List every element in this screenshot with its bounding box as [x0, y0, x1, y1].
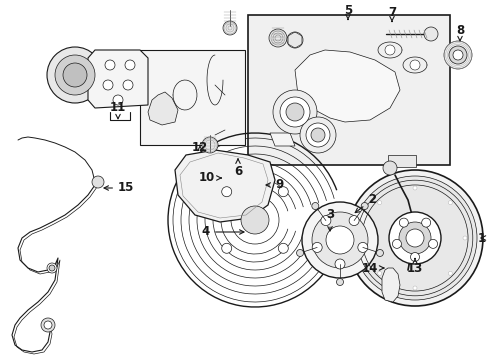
Text: 7: 7: [387, 5, 395, 21]
Circle shape: [202, 137, 218, 153]
Text: 15: 15: [104, 181, 134, 194]
Circle shape: [92, 176, 104, 188]
Circle shape: [320, 216, 330, 226]
Circle shape: [223, 21, 237, 35]
Polygon shape: [381, 268, 399, 302]
Circle shape: [113, 95, 123, 105]
Circle shape: [336, 279, 343, 285]
Circle shape: [47, 263, 57, 273]
Circle shape: [311, 203, 318, 210]
Circle shape: [362, 236, 366, 240]
Circle shape: [384, 45, 394, 55]
Circle shape: [286, 32, 303, 48]
Circle shape: [409, 60, 419, 70]
Circle shape: [221, 187, 231, 197]
Circle shape: [447, 271, 451, 275]
Circle shape: [302, 202, 377, 278]
Circle shape: [296, 249, 303, 256]
Text: 8: 8: [455, 23, 463, 41]
Circle shape: [346, 170, 482, 306]
Circle shape: [280, 97, 309, 127]
Circle shape: [423, 27, 437, 41]
Circle shape: [334, 259, 345, 269]
Bar: [247, 15, 449, 165]
Circle shape: [123, 80, 133, 90]
Circle shape: [405, 229, 423, 247]
Circle shape: [44, 321, 52, 329]
Polygon shape: [175, 150, 274, 222]
Circle shape: [398, 222, 430, 254]
Polygon shape: [269, 133, 294, 146]
Circle shape: [361, 203, 367, 210]
Circle shape: [299, 117, 335, 153]
Circle shape: [412, 286, 416, 290]
Circle shape: [421, 218, 430, 227]
Circle shape: [377, 201, 381, 204]
Circle shape: [311, 242, 322, 252]
Text: 11: 11: [110, 102, 126, 119]
Circle shape: [412, 186, 416, 190]
Circle shape: [357, 242, 367, 252]
Circle shape: [49, 265, 55, 271]
Circle shape: [447, 201, 451, 204]
Circle shape: [325, 226, 353, 254]
Circle shape: [278, 187, 288, 197]
Circle shape: [278, 243, 288, 253]
Text: 2: 2: [354, 193, 375, 213]
Circle shape: [47, 47, 103, 103]
Circle shape: [285, 103, 304, 121]
Polygon shape: [88, 50, 148, 108]
Circle shape: [388, 212, 440, 264]
Circle shape: [310, 128, 325, 142]
Text: 3: 3: [325, 208, 333, 231]
Circle shape: [221, 243, 231, 253]
Circle shape: [41, 318, 55, 332]
Circle shape: [452, 50, 462, 60]
Text: 10: 10: [198, 171, 221, 184]
Circle shape: [392, 239, 401, 248]
Circle shape: [241, 206, 268, 234]
Circle shape: [377, 271, 381, 275]
Text: 9: 9: [265, 179, 283, 192]
Circle shape: [268, 29, 286, 47]
Circle shape: [63, 63, 87, 87]
Circle shape: [352, 176, 476, 300]
Circle shape: [427, 239, 437, 248]
Circle shape: [448, 46, 466, 64]
Circle shape: [230, 196, 279, 244]
Circle shape: [443, 41, 471, 69]
Bar: [387, 155, 415, 167]
Polygon shape: [148, 92, 178, 125]
Circle shape: [311, 212, 367, 268]
Text: 4: 4: [202, 225, 244, 238]
Circle shape: [55, 55, 95, 95]
Circle shape: [305, 123, 329, 147]
Circle shape: [105, 60, 115, 70]
Bar: [140, 50, 244, 145]
Text: 12: 12: [191, 141, 208, 154]
Text: 5: 5: [343, 4, 351, 19]
Text: 1: 1: [477, 231, 485, 244]
Circle shape: [399, 218, 407, 227]
Polygon shape: [294, 50, 399, 122]
Circle shape: [348, 216, 358, 226]
Circle shape: [462, 236, 466, 240]
Circle shape: [376, 249, 383, 256]
Text: 13: 13: [406, 258, 422, 274]
Circle shape: [125, 60, 135, 70]
Text: 6: 6: [233, 159, 242, 179]
Circle shape: [382, 161, 396, 175]
Text: 14: 14: [361, 261, 383, 274]
Circle shape: [103, 80, 113, 90]
Circle shape: [272, 90, 316, 134]
Circle shape: [409, 252, 419, 261]
